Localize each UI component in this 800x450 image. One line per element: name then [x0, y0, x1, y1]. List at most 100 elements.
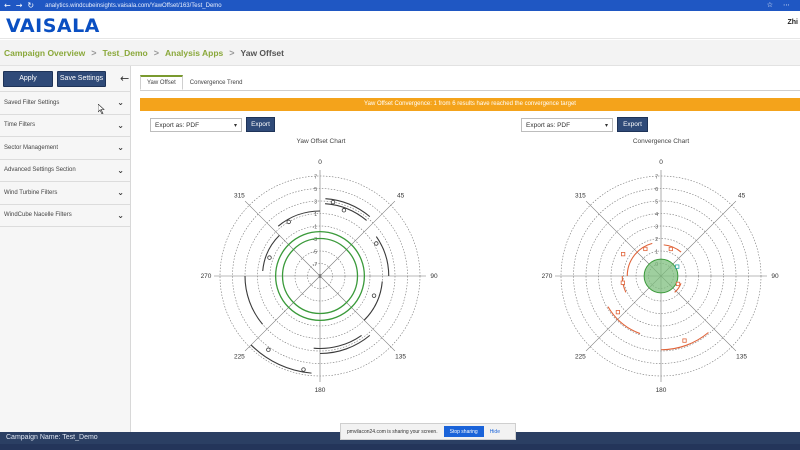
angle-tick-label: 180 [315, 387, 326, 394]
breadcrumb-separator: > [91, 47, 97, 58]
series-arc [375, 236, 390, 277]
tab-divider [140, 90, 800, 91]
convergence-polar-chart: 0459013518022527031576543210 [542, 159, 779, 394]
collapse-sidebar-icon[interactable]: ← [120, 72, 130, 85]
radial-tick-label: 3 [314, 200, 317, 206]
sidebar-actions: Apply Save Settings ← [0, 66, 130, 91]
main-content: Yaw Offset Convergence Trend Yaw Offset … [131, 66, 800, 432]
series-point [341, 208, 347, 213]
series-point [374, 241, 379, 246]
series-point [682, 338, 687, 343]
series-arc [262, 234, 280, 272]
angle-tick-label: 135 [395, 354, 406, 361]
left-export-format-select[interactable]: Export as: PDF ▾ [150, 118, 242, 132]
convergence-target-area [643, 258, 679, 294]
breadcrumb-separator: > [229, 47, 235, 58]
series-point [621, 252, 626, 257]
radial-tick-label: 6 [655, 187, 658, 193]
series-arc [607, 306, 641, 335]
polar-grid-spoke [585, 200, 662, 277]
bookmark-icon[interactable]: ☆ [766, 1, 773, 9]
tab-bar: Yaw Offset Convergence Trend [140, 75, 250, 90]
sidebar-item-label: WindCube Nacelle Filters [4, 212, 72, 219]
tab-convergence-trend[interactable]: Convergence Trend [189, 80, 243, 86]
series-arc [325, 203, 367, 221]
sidebar-item-windcube-nacelle-filters[interactable]: WindCube Nacelle Filters ⌄ [0, 205, 130, 227]
stop-sharing-button[interactable]: Stop sharing [443, 426, 484, 437]
breadcrumb-campaign-overview[interactable]: Campaign Overview [4, 47, 86, 58]
chevron-down-icon[interactable]: ⌄ [117, 120, 124, 130]
select-value: Export as: PDF [526, 121, 571, 129]
series-arc [250, 344, 312, 374]
chevron-down-icon[interactable]: ⌄ [117, 98, 124, 108]
chevron-down-icon[interactable]: ⌄ [117, 165, 124, 175]
yaw-offset-chart-title: Yaw Offset Chart [296, 138, 346, 145]
save-settings-button[interactable]: Save Settings [57, 70, 106, 87]
target-band-outer [274, 230, 366, 322]
series-point [620, 280, 625, 285]
series-arc [660, 332, 709, 351]
sidebar-item-wind-turbine-filters[interactable]: Wind Turbine Filters ⌄ [0, 182, 130, 205]
sidebar-item-sector-management[interactable]: Sector Management ⌄ [0, 137, 130, 160]
menu-icon[interactable]: ⋯ [783, 1, 790, 9]
series-point [266, 347, 271, 352]
hide-share-notice-link[interactable]: Hide [489, 428, 500, 435]
tab-yaw-offset[interactable]: Yaw Offset [140, 75, 183, 90]
sidebar-item-time-filters[interactable]: Time Filters ⌄ [0, 115, 130, 137]
apply-button[interactable]: Apply [3, 70, 53, 87]
polar-grid-spoke [244, 275, 321, 352]
series-point [330, 199, 336, 205]
sidebar-item-advanced-settings[interactable]: Advanced Settings Section ⌄ [0, 160, 130, 182]
reload-icon[interactable]: ↻ [27, 1, 35, 10]
series-point [267, 255, 272, 260]
user-name[interactable]: Zhi [787, 19, 799, 26]
forward-icon[interactable]: → [15, 1, 23, 10]
convergence-banner: Yaw Offset Convergence: 1 from 6 results… [140, 98, 800, 111]
series-point [615, 310, 621, 315]
chevron-down-icon[interactable]: ⌄ [117, 210, 124, 220]
series-point [643, 246, 648, 252]
series-arc [313, 334, 362, 350]
chevron-down-icon[interactable]: ⌄ [117, 143, 124, 153]
sidebar-item-saved-filter-settings[interactable]: Saved Filter Settings ⌄ [0, 92, 130, 115]
radial-tick-label: 7 [314, 175, 317, 181]
chevron-down-icon[interactable]: ⌄ [117, 188, 124, 198]
radial-tick-label: 1 [314, 212, 317, 218]
polar-grid-spoke [660, 275, 737, 352]
series-arc [626, 242, 653, 277]
radial-tick-label: 5 [655, 200, 658, 206]
radial-tick-label: 3 [655, 225, 658, 231]
left-export-button[interactable]: Export [246, 117, 275, 132]
vaisala-logo[interactable]: VAISALA [6, 15, 100, 37]
sidebar-item-label: Saved Filter Settings [4, 99, 60, 106]
select-value: Export as: PDF [155, 121, 200, 129]
sidebar-item-label: Time Filters [4, 122, 36, 129]
radial-tick-label: 4 [655, 212, 658, 218]
breadcrumb-yaw-offset: Yaw Offset [240, 47, 284, 58]
right-export-format-select[interactable]: Export as: PDF ▾ [521, 118, 613, 132]
center-tick-label: 0 [319, 274, 322, 280]
polar-grid-spoke [585, 275, 662, 352]
angle-tick-label: 90 [430, 273, 438, 280]
polar-grid-spoke [319, 275, 396, 352]
series-arc [674, 283, 682, 293]
back-icon[interactable]: ← [4, 1, 11, 10]
angle-tick-label: 270 [542, 273, 553, 280]
angle-tick-label: 45 [397, 192, 405, 199]
breadcrumb-test-demo[interactable]: Test_Demo [102, 47, 148, 58]
radial-tick-label: -1 [313, 225, 318, 231]
target-band-inner [281, 237, 359, 315]
sidebar-item-label: Sector Management [4, 144, 59, 151]
os-taskbar [0, 444, 800, 450]
breadcrumb: Campaign Overview > Test_Demo > Analysis… [0, 40, 800, 66]
screen-share-notice: pmvilacon24.com is sharing your screen. … [340, 423, 516, 440]
address-bar[interactable]: analytics.windcubeinsights.vaisala.com/Y… [45, 2, 222, 9]
breadcrumb-analysis-apps[interactable]: Analysis Apps [165, 47, 224, 58]
breadcrumb-separator: > [153, 47, 159, 58]
angle-tick-label: 45 [738, 192, 746, 199]
right-export-button[interactable]: Export [617, 117, 648, 132]
sidebar-item-label: Wind Turbine Filters [4, 189, 58, 196]
radial-tick-label: -7 [313, 262, 318, 268]
